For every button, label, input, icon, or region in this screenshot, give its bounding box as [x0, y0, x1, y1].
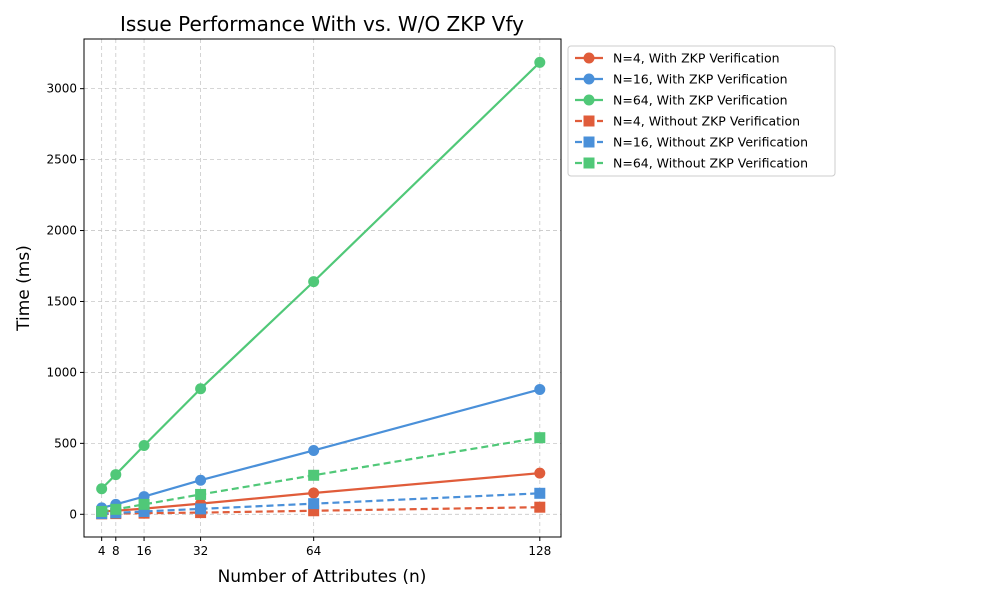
series-3 [96, 56, 546, 495]
series-6 [96, 432, 546, 517]
legend-marker [583, 52, 595, 64]
x-tick-label: 16 [136, 544, 151, 558]
legend-marker [583, 73, 595, 85]
data-point [308, 276, 320, 288]
data-point [96, 483, 108, 495]
x-tick-label: 4 [98, 544, 106, 558]
data-point [534, 501, 546, 513]
data-point [195, 488, 207, 500]
legend-marker [583, 115, 595, 127]
legend-box [567, 45, 836, 177]
x-axis: 4 8 16 32 64 128 [98, 537, 551, 558]
x-tick-label: 64 [306, 544, 321, 558]
legend-label: N=4, With ZKP Verification [613, 51, 780, 66]
y-tick-label: 3000 [46, 82, 77, 96]
y-tick-label: 0 [69, 507, 77, 521]
legend-item: N=16, With ZKP Verification [575, 72, 788, 87]
data-point [534, 383, 546, 395]
data-point [534, 467, 546, 479]
legend-label: N=64, With ZKP Verification [613, 93, 788, 108]
data-point [195, 383, 207, 395]
data-point [110, 469, 122, 481]
y-tick-label: 1500 [46, 294, 77, 308]
legend-item: N=64, Without ZKP Verification [575, 156, 808, 171]
legend-marker [583, 136, 595, 148]
data-point [96, 505, 108, 517]
y-tick-label: 500 [54, 436, 77, 450]
x-axis-title: Number of Attributes (n) [218, 567, 427, 587]
y-tick-label: 1000 [46, 365, 77, 379]
legend-item: N=4, With ZKP Verification [575, 51, 780, 66]
x-tick-label: 128 [528, 544, 551, 558]
data-point [195, 503, 207, 515]
legend-label: N=16, Without ZKP Verification [613, 135, 808, 150]
data-point [534, 432, 546, 444]
data-point [110, 503, 122, 515]
chart-title: Issue Performance With vs. W/O ZKP Vfy [120, 12, 524, 36]
data-point [138, 498, 150, 510]
data-point [308, 498, 320, 510]
legend-item: N=16, Without ZKP Verification [575, 135, 808, 150]
legend-item: N=64, With ZKP Verification [575, 93, 788, 108]
legend-label: N=64, Without ZKP Verification [613, 156, 808, 171]
legend-label: N=16, With ZKP Verification [613, 72, 788, 87]
x-tick-label: 8 [112, 544, 120, 558]
y-axis: 0 500 1000 1500 2000 2500 3000 [46, 82, 84, 521]
y-tick-label: 2000 [46, 224, 77, 238]
data-point [308, 444, 320, 456]
series-layer [96, 56, 546, 520]
data-point [308, 487, 320, 499]
x-tick-label: 32 [193, 544, 208, 558]
legend: N=4, With ZKP Verification N=16, With ZKP… [567, 45, 836, 177]
data-point [308, 505, 320, 517]
legend-marker [583, 94, 595, 106]
data-point [534, 56, 546, 68]
legend-marker [583, 157, 595, 169]
plot-frame [83, 38, 562, 538]
data-point [138, 505, 150, 517]
legend-label: N=4, Without ZKP Verification [613, 114, 800, 129]
data-point [138, 439, 150, 451]
legend-item: N=4, Without ZKP Verification [575, 114, 800, 129]
data-point [195, 474, 207, 486]
y-axis-title: Time (ms) [14, 245, 34, 332]
data-point [534, 487, 546, 499]
y-tick-label: 2500 [46, 153, 77, 167]
data-point [308, 469, 320, 481]
